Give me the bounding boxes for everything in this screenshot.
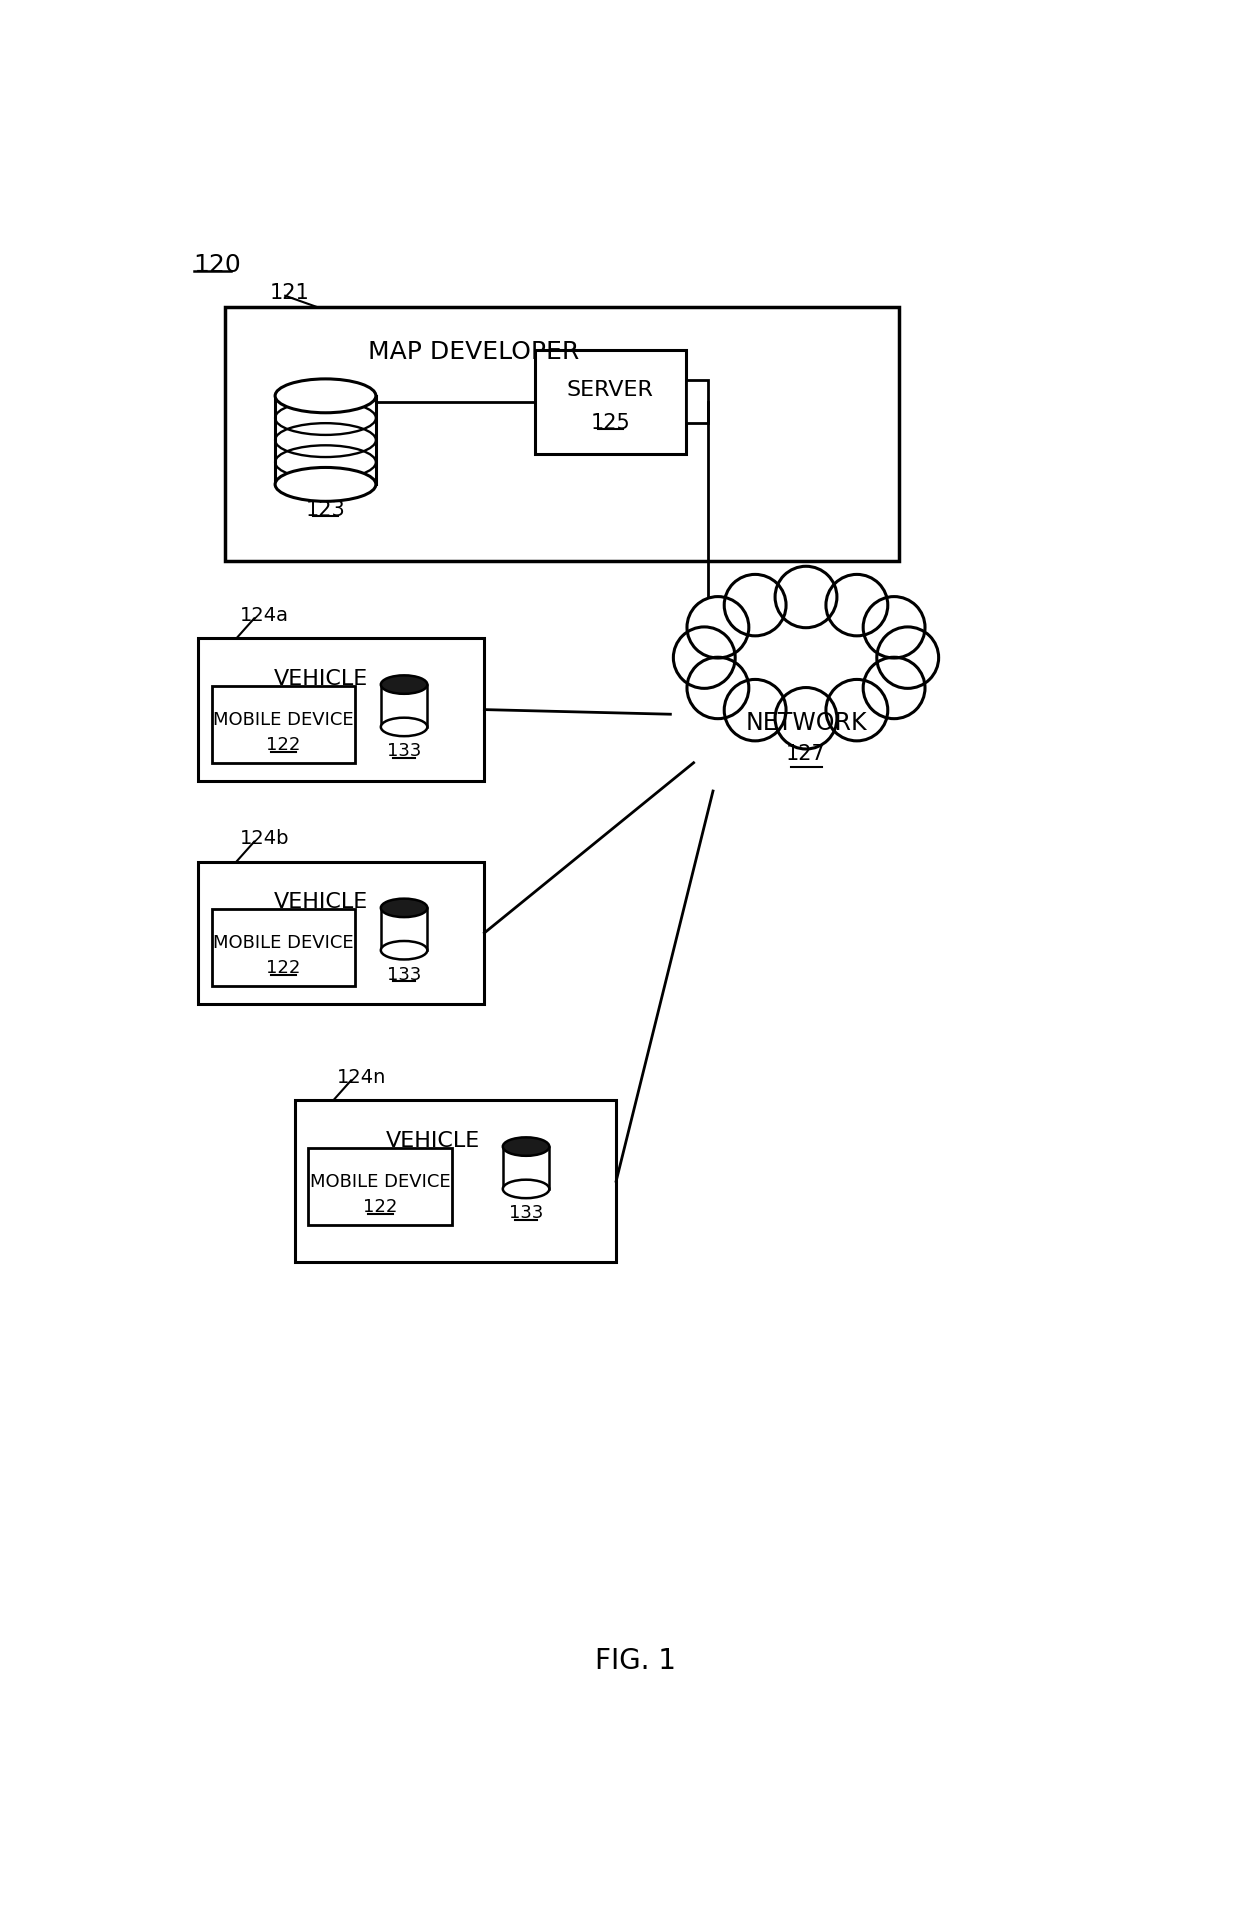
Ellipse shape — [503, 1138, 549, 1155]
Text: 133: 133 — [508, 1205, 543, 1222]
Circle shape — [724, 574, 786, 635]
Text: MOBILE DEVICE: MOBILE DEVICE — [213, 710, 353, 729]
Bar — [224, 307, 899, 562]
Circle shape — [724, 679, 786, 741]
Text: 124a: 124a — [241, 606, 289, 626]
Text: 122: 122 — [363, 1197, 397, 1217]
Circle shape — [877, 628, 939, 689]
Text: 120: 120 — [193, 253, 242, 278]
Circle shape — [687, 597, 749, 658]
Circle shape — [863, 656, 925, 720]
Ellipse shape — [381, 940, 428, 960]
Text: MOBILE DEVICE: MOBILE DEVICE — [213, 935, 353, 952]
Bar — [503, 1146, 549, 1190]
Text: 133: 133 — [387, 965, 422, 984]
Bar — [197, 639, 485, 781]
Text: FIG. 1: FIG. 1 — [595, 1647, 676, 1675]
Circle shape — [863, 597, 925, 658]
Ellipse shape — [503, 1180, 549, 1197]
Text: 122: 122 — [267, 737, 300, 754]
Circle shape — [775, 566, 837, 628]
Text: MOBILE DEVICE: MOBILE DEVICE — [310, 1173, 450, 1192]
Bar — [212, 687, 355, 764]
Text: VEHICLE: VEHICLE — [274, 892, 368, 912]
Circle shape — [673, 628, 735, 689]
Text: 125: 125 — [590, 413, 630, 434]
Circle shape — [687, 656, 749, 720]
Text: 121: 121 — [270, 282, 310, 303]
Text: 123: 123 — [305, 499, 346, 520]
Circle shape — [775, 687, 837, 748]
Text: 124b: 124b — [241, 829, 290, 848]
Bar — [197, 862, 485, 1004]
Bar — [212, 910, 355, 986]
Bar — [309, 1148, 451, 1224]
Text: 133: 133 — [387, 743, 422, 760]
Bar — [295, 1100, 616, 1263]
Ellipse shape — [381, 898, 428, 917]
Bar — [686, 380, 708, 422]
Text: VEHICLE: VEHICLE — [386, 1130, 480, 1151]
Circle shape — [826, 574, 888, 635]
Bar — [534, 349, 686, 453]
Bar — [381, 685, 428, 727]
Text: SERVER: SERVER — [567, 380, 653, 401]
Ellipse shape — [381, 718, 428, 737]
Text: NETWORK: NETWORK — [745, 712, 867, 735]
Ellipse shape — [275, 378, 376, 413]
Text: 124n: 124n — [337, 1069, 387, 1086]
Text: 122: 122 — [267, 960, 300, 977]
Circle shape — [826, 679, 888, 741]
Bar — [275, 395, 376, 484]
Ellipse shape — [275, 468, 376, 501]
Text: VEHICLE: VEHICLE — [274, 670, 368, 689]
Ellipse shape — [704, 597, 908, 718]
Text: 127: 127 — [786, 745, 826, 764]
Text: MAP DEVELOPER: MAP DEVELOPER — [368, 340, 579, 363]
Ellipse shape — [381, 675, 428, 695]
Bar — [381, 908, 428, 950]
